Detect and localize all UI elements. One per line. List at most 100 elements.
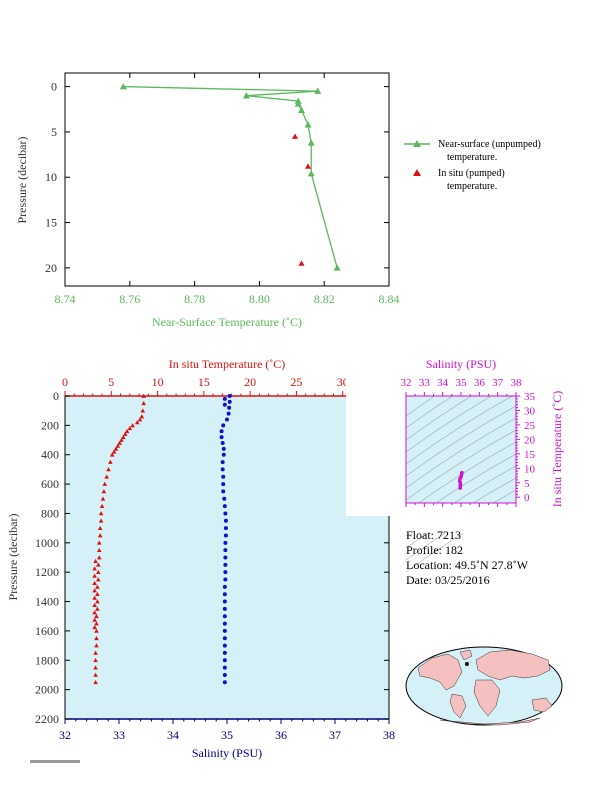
profile-y-tick-label: 800: [41, 506, 59, 520]
profile-y-tick-label: 1800: [35, 653, 59, 667]
profile-temp-tick-label: 25: [290, 375, 302, 389]
profile-temp-point: [94, 635, 99, 641]
profile-x-axis-label-salinity: Salinity (PSU): [192, 746, 262, 760]
profile-sal-point: [219, 429, 224, 434]
profile-temp-point: [94, 628, 99, 633]
profile-temp-point: [97, 525, 103, 530]
profile-temp-point: [104, 474, 109, 479]
float-id: Float: 7213: [406, 528, 462, 542]
ts-y-tick-label: 5: [524, 478, 530, 490]
profile-date: Date: 03/25/2016: [406, 573, 490, 587]
profile-y-axis-label: Pressure (decibar): [6, 514, 20, 601]
ts-x-tick-label: 36: [474, 377, 486, 389]
legend-unpumped-label: Near-surface (unpumped) temperature.: [438, 139, 543, 163]
profile-temp-point: [92, 624, 97, 630]
profile-sal-point: [221, 474, 226, 479]
top-y-tick-label: 10: [45, 170, 57, 184]
profile-temp-tick-label: 10: [152, 375, 164, 389]
profile-temp-point: [108, 459, 113, 464]
profile-sal-tick-label: 36: [275, 728, 287, 742]
profile-sal-point: [222, 396, 227, 401]
profile-temp-tick-label: 0: [62, 375, 68, 389]
profile-temp-point: [115, 443, 121, 448]
ts-x-tick-label: 33: [419, 377, 431, 389]
profile-temp-point: [99, 503, 105, 508]
profile-sal-point: [223, 526, 228, 531]
profile-sal-point: [222, 628, 227, 633]
profile-temp-point: [96, 577, 101, 582]
profile-temp-point: [97, 533, 103, 538]
ts-y-tick-label: 20: [524, 434, 536, 446]
profile-temp-point: [93, 558, 98, 564]
ts-x-tick-label: 32: [401, 377, 412, 389]
profile-sal-tick-label: 35: [221, 728, 233, 742]
profile-temp-point: [122, 431, 128, 437]
float-location: Location: 49.5˚N 27.8˚W: [406, 558, 528, 572]
map-land-south-america: [449, 693, 467, 719]
top-unpumped-point: [294, 100, 302, 107]
ts-mask-bottom: [406, 503, 516, 533]
profile-y-tick-label: 2000: [35, 683, 59, 697]
profile-sal-point: [222, 614, 227, 619]
profile-temp-point: [121, 434, 126, 439]
profile-temp-point: [134, 420, 140, 425]
profile-temp-point: [92, 580, 97, 586]
profile-sal-point: [226, 411, 231, 416]
profile-sal-point: [222, 665, 227, 670]
profile-temp-point: [92, 617, 97, 622]
profile-sal-tick-label: 33: [113, 728, 125, 742]
profile-sal-point: [222, 599, 227, 604]
profile-sal-point: [227, 394, 232, 398]
profile-sal-point: [222, 672, 227, 677]
profile-sal-point: [221, 452, 226, 457]
profile-temp-tick-label: 20: [244, 375, 256, 389]
profile-sal-point: [223, 533, 228, 538]
top-x-tick-label: 8.78: [184, 292, 205, 306]
profile-sal-point: [221, 423, 226, 428]
legend-unpumped-line2: temperature.: [447, 152, 497, 163]
ts-x-tick-label: 38: [511, 377, 523, 389]
ts-contour-line: [405, 417, 517, 489]
float-info-block: Float: 7213 Profile: 182 Location: 49.5˚…: [406, 528, 528, 588]
profile-temp-point: [127, 426, 133, 431]
map-land-greenland: [459, 649, 473, 661]
profile-temp-point: [95, 584, 100, 589]
top-y-tick-label: 15: [45, 216, 57, 230]
profile-temp-point: [139, 414, 145, 419]
ts-contour-line: [405, 405, 517, 477]
ts-mask-top: [406, 326, 516, 396]
ts-profile-point: [458, 486, 463, 490]
profile-temp-point: [140, 408, 146, 413]
near-surface-chart: 8.74 8.76 8.78 8.80 8.82 8.84 0 5 10 15 20 Near-Su…: [15, 72, 400, 329]
profile-sal-point: [222, 621, 227, 626]
map-land-north-america: [417, 653, 463, 691]
profile-temp-point: [93, 665, 98, 670]
ts-x-tick-label: 35: [456, 377, 468, 389]
profile-temp-point: [95, 606, 100, 611]
footer-id-mark: [30, 760, 80, 763]
world-map-inset: [405, 646, 563, 726]
profile-sal-tick-label: 38: [383, 728, 395, 742]
profile-temp-tick-label: 5: [108, 375, 114, 389]
profile-sal-point: [221, 446, 226, 451]
profile-temp-point: [96, 540, 102, 545]
profile-sal-point: [222, 606, 227, 611]
top-x-tick-label: 8.84: [379, 292, 400, 306]
profile-sal-point: [222, 504, 227, 509]
profile-temp-point: [92, 610, 97, 615]
top-chart-legend: Near-surface (unpumped) temperature. In …: [404, 139, 543, 192]
top-unpumped-point: [314, 87, 322, 94]
profile-sal-point: [222, 636, 227, 641]
profile-temp-point: [141, 393, 146, 398]
profile-temp-point: [95, 599, 100, 604]
map-float-location-marker: [465, 662, 469, 666]
profile-temp-point: [117, 440, 122, 445]
profile-chart-axes: 0510152025303532333435363738020040060080…: [35, 375, 395, 742]
profile-temp-point: [124, 428, 130, 434]
top-y-tick-label: 5: [51, 125, 57, 139]
ts-inset-chart: 32 33 34 35 36 37 38 0 5 10 15 20 25 30 35 Salinity (P…: [346, 326, 564, 573]
profile-y-tick-label: 1000: [35, 536, 59, 550]
profile-sal-point: [227, 405, 232, 410]
profile-temp-tick-label: 30: [337, 375, 349, 389]
